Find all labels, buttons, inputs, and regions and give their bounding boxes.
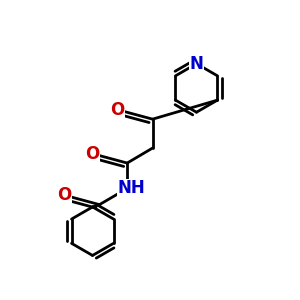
Text: O: O: [85, 145, 99, 163]
Text: NH: NH: [118, 179, 145, 197]
Text: N: N: [190, 55, 203, 73]
Text: O: O: [57, 186, 71, 204]
Text: O: O: [110, 101, 124, 119]
